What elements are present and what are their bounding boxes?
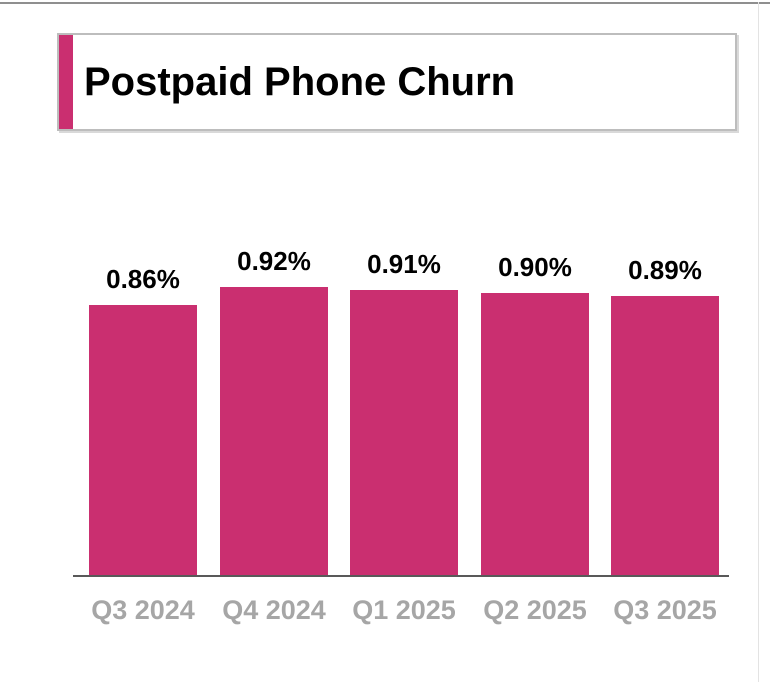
value-label: 0.92%: [237, 246, 311, 276]
bar-q2-2025: [481, 293, 589, 575]
bar-group: 0.91%: [350, 240, 458, 575]
bar-q3-2025: [611, 296, 719, 575]
category-label-q3-2025: Q3 2025: [613, 595, 717, 625]
bar-group: 0.90%: [481, 240, 589, 575]
bar-group: 0.92%: [220, 240, 328, 575]
category-label-q2-2025: Q2 2025: [483, 595, 587, 625]
bar-chart: 0.86% 0.92% 0.91% 0.90% 0.89%: [73, 240, 729, 577]
bar-q3-2024: [89, 305, 197, 575]
category-label-q3-2024: Q3 2024: [91, 595, 195, 625]
category-label-q4-2024: Q4 2024: [222, 595, 326, 625]
title-card: Postpaid Phone Churn: [57, 33, 737, 131]
value-label: 0.91%: [367, 249, 441, 279]
value-label: 0.86%: [106, 264, 180, 294]
bar-group: 0.86%: [89, 240, 197, 575]
bar-q1-2025: [350, 290, 458, 575]
top-horizontal-rule: [0, 2, 770, 4]
value-label: 0.90%: [498, 252, 572, 282]
value-label: 0.89%: [628, 255, 702, 285]
category-label-q1-2025: Q1 2025: [352, 595, 456, 625]
title-accent-bar: [59, 35, 73, 129]
page-edge-divider: [758, 2, 759, 682]
page-title: Postpaid Phone Churn: [84, 59, 516, 104]
bar-q4-2024: [220, 287, 328, 575]
bar-group: 0.89%: [611, 240, 719, 575]
